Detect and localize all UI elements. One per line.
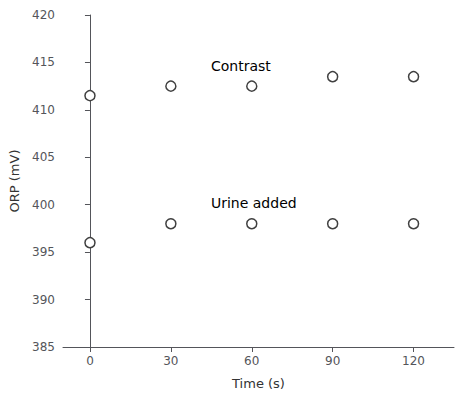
svg-text:ORP (mV): ORP (mV): [7, 150, 22, 213]
svg-text:Contrast: Contrast: [211, 58, 271, 74]
svg-text:120: 120: [402, 354, 425, 368]
svg-text:0: 0: [86, 354, 94, 368]
svg-text:30: 30: [163, 354, 178, 368]
svg-text:420: 420: [32, 8, 55, 22]
svg-text:410: 410: [32, 103, 55, 117]
svg-text:400: 400: [32, 198, 55, 212]
svg-text:Urine added: Urine added: [211, 195, 297, 211]
svg-text:390: 390: [32, 293, 55, 307]
svg-text:Time (s): Time (s): [231, 376, 285, 391]
svg-text:60: 60: [244, 354, 259, 368]
svg-text:415: 415: [32, 55, 55, 69]
svg-text:405: 405: [32, 150, 55, 164]
svg-text:395: 395: [32, 245, 55, 259]
svg-text:90: 90: [325, 354, 340, 368]
svg-text:385: 385: [32, 340, 55, 354]
